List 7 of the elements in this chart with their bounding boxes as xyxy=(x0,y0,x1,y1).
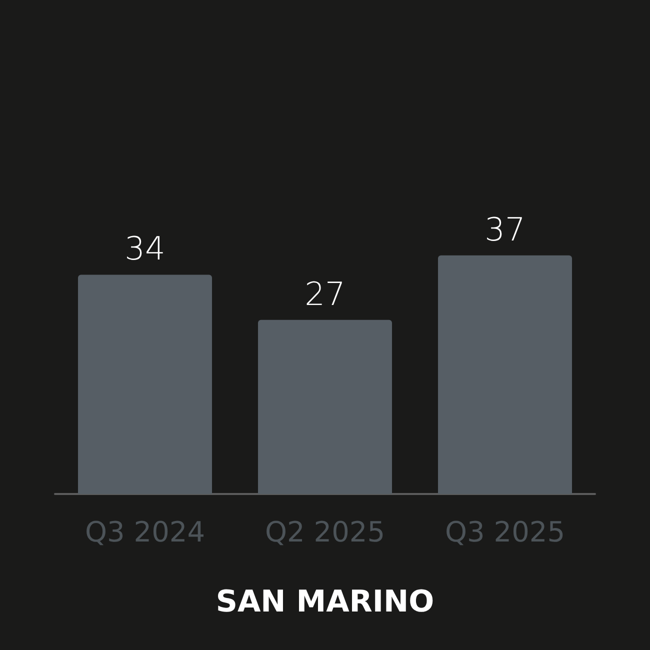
data-label: 34 xyxy=(124,230,166,268)
x-tick-label: Q3 2024 xyxy=(84,516,206,548)
x-tick-label: Q2 2025 xyxy=(264,516,386,548)
text: SAN MARINO xyxy=(216,584,434,620)
data-label: 37 xyxy=(484,210,526,248)
data-label: 27 xyxy=(304,274,346,313)
x-tick-label: Q3 2025 xyxy=(444,516,566,548)
